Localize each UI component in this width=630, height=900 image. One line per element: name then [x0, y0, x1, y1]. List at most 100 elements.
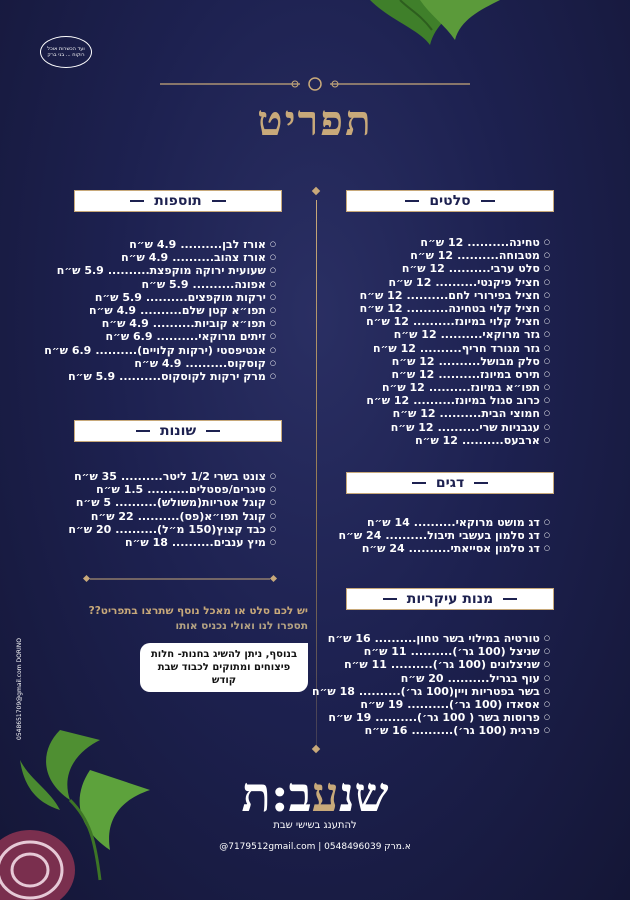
menu-item-dots: ..........	[435, 275, 478, 289]
menu-item: חציל קלוי במיונז..........12 ש״ח	[350, 315, 550, 328]
menu-item-dots: ..........	[413, 516, 456, 529]
menu-item-name: חציל פיקנטי	[477, 275, 540, 289]
menu-item: אפונה..........5.9 ש״ח	[76, 278, 276, 291]
menu-item-name: דג סלמון אסייאתי	[450, 542, 540, 556]
menu-item: עוף בגריל..........20 ש״ח	[350, 672, 550, 685]
logo-part-2: ע	[311, 767, 339, 823]
menu-item-dots: ..........	[385, 529, 428, 543]
menu-item-price: 6.9 ש״ח	[105, 330, 153, 344]
menu-item-price: 4.9 ש״ח	[101, 317, 149, 331]
menu-item-name: שעועית ירוקה מוקפצת	[149, 264, 266, 278]
section-header-salads: סלטים	[346, 190, 554, 212]
menu-item-price: 5.9 ש״ח	[68, 369, 116, 383]
menu-item: כרוב סגול במיונז..........12 ש״ח	[350, 394, 550, 407]
logo-part-1: שנ	[338, 767, 389, 823]
menu-item: זיתים מרוקאי..........6.9 ש״ח	[76, 330, 276, 343]
menu-item-price: 19 ש״ח	[360, 697, 404, 711]
kashrut-stamp: ועד הכשרות אוכל רוקוח ... בני ברק	[40, 36, 92, 68]
menu-item-name: כבד קצוץ(150 מ״ל)	[157, 522, 266, 536]
menu-item-name: מטבוחה	[498, 249, 540, 263]
menu-item-dots: ..........	[411, 724, 454, 738]
menu-item-name: קוגל תפו״א(פס)	[179, 509, 266, 523]
menu-item: מיץ ענבים..........18 ש״ח	[76, 536, 276, 549]
menu-item-price: 12 ש״ח	[373, 341, 416, 355]
menu-item-name: פרגית (100 גר׳)	[453, 724, 540, 738]
menu-item: סיגרים/פסטלים..........1.5 ש״ח	[76, 483, 276, 496]
menu-item-dots: ..........	[107, 264, 150, 278]
menu-item-name: שניצל (100 גר׳)	[452, 645, 540, 659]
menu-item-name: חציל בפירורי לחם	[448, 288, 540, 302]
menu-item-name: ירקות מוקפצים	[187, 290, 266, 304]
menu-item-name: צונט בשרי 1/2 ליטר	[162, 470, 266, 483]
menu-item-dots: ..........	[115, 496, 157, 510]
menu-item-price: 12 ש״ח	[381, 381, 425, 395]
menu-item-name: כרוב סגול במיונז	[455, 394, 540, 408]
menu-item: חציל קלוי בטחינה..........12 ש״ח	[350, 302, 550, 315]
menu-item: סלט ערבי..........12 ש״ח	[350, 262, 550, 275]
menu-item-dots: ..........	[147, 483, 189, 497]
menu-item-price: 24 ש״ח	[338, 529, 382, 543]
menu-item-dots: ..........	[407, 697, 450, 711]
menu-item: אסאדו (100 גר׳)..........19 ש״ח	[350, 698, 550, 711]
menu-item-price: 11 ש״ח	[344, 658, 387, 672]
menu-item-dots: ..........	[137, 509, 180, 523]
menu-item: ירקות מוקפצים..........5.9 ש״ח	[76, 291, 276, 304]
menu-item: דג מושט מרוקאי..........14 ש״ח	[350, 516, 550, 529]
menu-item-name: גזר מרוקאי	[482, 328, 540, 342]
menu-item-name: תפו״א קוביות	[194, 317, 266, 331]
menu-item-dots: ..........	[115, 522, 158, 536]
menu-item: שניצל (100 גר׳)..........11 ש״ח	[350, 645, 550, 658]
section-header-extras: תוספות	[74, 190, 282, 212]
menu-item: תפו״א במיונז..........12 ש״ח	[350, 381, 550, 394]
menu-item-price: 12 ש״ח	[390, 420, 434, 434]
menu-item: גזר מרוקאי..........12 ש״ח	[350, 328, 550, 341]
menu-item: קוסקוס..........4.9 ש״ח	[76, 357, 276, 370]
menu-item-dots: ..........	[358, 684, 401, 698]
menu-item-dots: ..........	[95, 343, 138, 357]
menu-item-name: מרק ירקות לקוסקוס	[160, 369, 266, 383]
menu-item-dots: ..........	[119, 369, 161, 383]
fish-list: דג מושט מרוקאי..........14 ש״חדג סלמון ב…	[339, 516, 550, 556]
menu-item-price: 12 ש״ח	[392, 407, 436, 421]
menu-item-price: 14 ש״ח	[366, 516, 410, 529]
menu-item-price: 11 ש״ח	[363, 645, 407, 659]
menu-item-price: 18 ש״ח	[125, 535, 168, 549]
menu-item-dots: ..........	[171, 535, 214, 549]
menu-item-price: 1.5 ש״ח	[96, 483, 144, 497]
page-title: תפריט	[257, 96, 373, 145]
menu-item: עגבניות שרי..........12 ש״ח	[350, 421, 550, 434]
menu-item-price: 5.9 ש״ח	[141, 277, 189, 291]
menu-item: טורטיה במילוי בשר טחון..........16 ש״ח	[328, 632, 550, 645]
menu-item: אורז צהוב..........4.9 ש״ח	[76, 251, 276, 264]
menu-item-dots: ..........	[439, 407, 482, 421]
menu-item-dots: ..........	[145, 290, 188, 304]
menu-item-name: תירס במיונז	[480, 367, 540, 381]
suggestion-line-1: יש לכם סלט או מאכל נוסף שתרצו בתפריט??	[88, 605, 308, 617]
menu-item-dots: ..........	[428, 381, 471, 395]
left-horizontal-divider	[82, 574, 278, 583]
section-title-salads: סלטים	[429, 193, 471, 209]
menu-item-name: סיגרים/פסטלים	[188, 483, 266, 497]
menu-item: פרוסות בשר ( 100 גר׳)..........19 ש״ח	[328, 711, 550, 724]
menu-item-dots: ..........	[172, 251, 215, 265]
menu-item-name: בשר בפטריות ויין(100 גר׳)	[400, 684, 540, 698]
menu-item: תפו״א קטן שלם..........4.9 ש״ח	[76, 304, 276, 317]
menu-item: תירס במיונז..........12 ש״ח	[350, 368, 550, 381]
menu-item-price: 12 ש״ח	[393, 328, 437, 342]
menu-item-price: 12 ש״ח	[410, 249, 454, 263]
menu-item-dots: ..........	[156, 330, 199, 344]
menu-item-dots: ..........	[408, 542, 451, 556]
menu-item-name: עוף בגריל	[489, 671, 540, 685]
menu-item-price: 12 ש״ח	[359, 301, 403, 315]
menu-item: תפו״א קוביות..........4.9 ש״ח	[76, 317, 276, 330]
divider-diamond-top	[311, 186, 321, 196]
parsley-onion-decoration	[0, 730, 150, 900]
menu-item-name: קוסקוס	[227, 356, 266, 370]
menu-item: אורז לבן..........4.9 ש״ח	[76, 238, 276, 251]
menu-item-dots: ..........	[447, 671, 490, 685]
menu-item-name: חמוצי הבית	[481, 407, 540, 421]
section-header-mains: מנות עיקריות	[346, 588, 554, 610]
menu-item-dots: ..........	[438, 354, 481, 368]
menu-item-dots: ..........	[461, 433, 504, 447]
menu-item-name: שניצלונים (100 גר׳)	[432, 658, 540, 672]
